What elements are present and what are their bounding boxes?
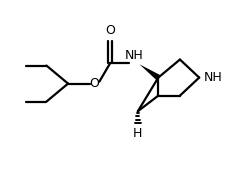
Text: H: H — [133, 127, 143, 140]
Text: O: O — [105, 24, 115, 37]
Text: NH: NH — [204, 71, 223, 84]
Text: O: O — [90, 77, 99, 90]
Polygon shape — [140, 64, 160, 80]
Text: NH: NH — [125, 49, 144, 62]
